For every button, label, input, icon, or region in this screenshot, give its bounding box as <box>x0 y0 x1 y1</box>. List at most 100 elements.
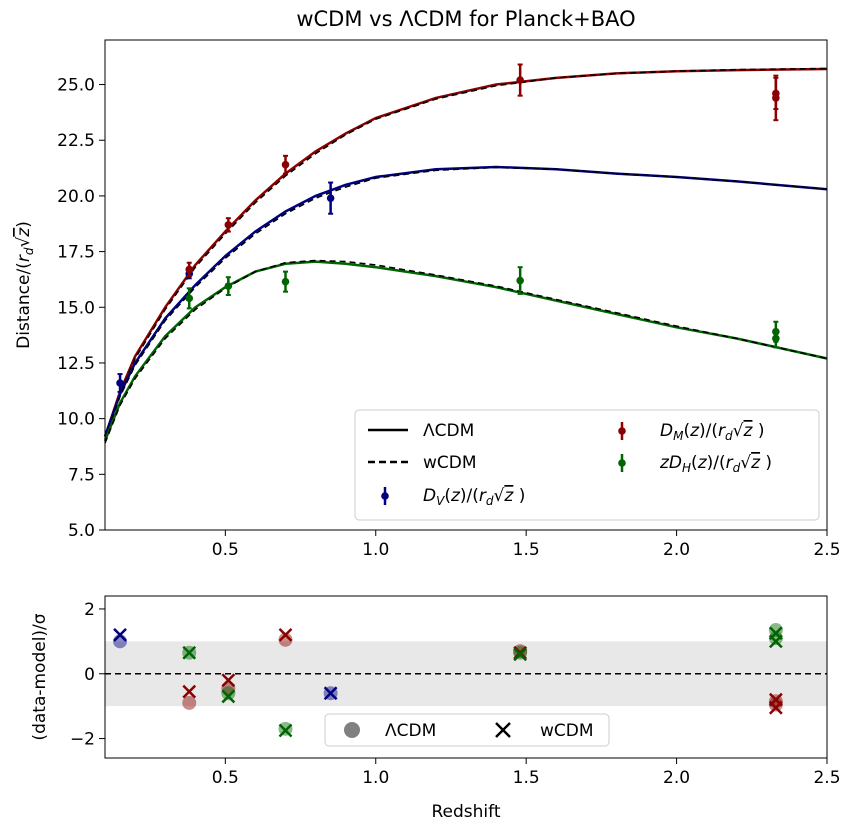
wcdm-residual-cross <box>278 627 293 642</box>
bottom-axes-frame <box>104 595 828 759</box>
dh-lcdm-curve <box>103 260 828 442</box>
wcdm-cross-stroke <box>182 645 197 660</box>
top-x-tick-label: 2.5 <box>813 540 840 560</box>
lcdm-residual-point <box>768 631 783 646</box>
wcdm-residual-cross <box>768 634 783 649</box>
wcdm-cross-stroke <box>323 686 338 701</box>
lcdm-residual-point <box>768 697 783 712</box>
legend-dh-marker <box>618 454 626 472</box>
wcdm-cross-stroke <box>221 673 236 688</box>
legend-dm-marker <box>618 422 626 440</box>
wcdm-cross-stroke <box>278 627 293 642</box>
wcdm-cross-stroke <box>768 700 783 715</box>
dh-wcdm-curve <box>104 259 828 444</box>
bottom-y-axis-label: (data-model)/σ <box>30 613 50 740</box>
y-label-text: Distance/( <box>14 262 34 349</box>
lcdm-residual-point <box>182 695 197 710</box>
dm-legend-dot <box>618 427 626 435</box>
legend-dm-label: DM(z)/(rd√z ) <box>660 421 764 443</box>
dv-wcdm-curve <box>104 166 828 439</box>
dh-legend-dot <box>618 459 626 467</box>
dh-data-point <box>185 294 194 303</box>
legend-dv-label: DV(z)/(rd√z ) <box>423 486 525 508</box>
top-x-ticks: 0.5 1.0 1.5 2.0 2.5 <box>212 530 841 560</box>
dm-data-point <box>516 76 524 84</box>
dm-data-point <box>772 94 780 102</box>
top-x-tick-label: 2.0 <box>663 540 690 560</box>
top-y-tick-label: 12.5 <box>57 354 95 374</box>
bottom-x-tick-label: 1.0 <box>362 768 389 788</box>
residual-band <box>105 641 827 707</box>
top-y-tick-label: 10.0 <box>57 410 95 430</box>
y-label-subscript: d <box>22 247 36 255</box>
top-y-axis-label: Distance/(rd√z) <box>14 221 36 349</box>
bottom-y-tick-label: 2 <box>84 600 95 620</box>
top-legend-box <box>354 409 820 521</box>
wcdm-residual-cross <box>182 684 197 699</box>
bottom-legend-wcdm-label: wCDM <box>540 721 594 741</box>
top-x-tick-label: 1.0 <box>362 540 389 560</box>
y-label-sqrt: √ <box>14 237 34 248</box>
dv-legend-dot <box>381 492 389 500</box>
wcdm-cross-stroke <box>182 684 197 699</box>
y-label-z: z <box>14 227 34 238</box>
top-axes-frame <box>104 39 828 531</box>
top-y-tick-label: 15.0 <box>57 298 95 318</box>
y-label-r: r <box>14 254 34 262</box>
dh-data-point <box>772 334 780 343</box>
legend-lcdm-dot <box>344 722 360 738</box>
bottom-x-tick-label: 2.0 <box>663 768 690 788</box>
legend-dh-label: zDH(z)/(rd√z ) <box>659 453 772 475</box>
dv-data-point <box>116 379 124 387</box>
wcdm-residual-cross <box>768 700 783 715</box>
top-y-tick-label: 17.5 <box>57 243 95 263</box>
bottom-x-tick-label: 2.5 <box>813 768 840 788</box>
dh-data-point <box>281 277 290 286</box>
dm-data-point <box>224 221 233 229</box>
bottom-x-tick-label: 1.5 <box>513 768 540 788</box>
legend-lcdm-label: ΛCDM <box>423 421 474 441</box>
wcdm-cross-stroke <box>221 689 236 704</box>
lcdm-residual-point <box>221 686 236 701</box>
wcdm-cross-stroke <box>113 627 127 642</box>
lcdm-residual-point <box>768 623 783 638</box>
top-model-curves <box>103 67 828 444</box>
bottom-y-tick-label: 0 <box>84 665 95 685</box>
dm-wcdm-curve <box>104 67 828 439</box>
wcdm-residual-cross <box>323 686 338 701</box>
wcdm-cross-stroke <box>768 634 783 649</box>
legend-wcdm-label: wCDM <box>423 453 477 473</box>
chart-title: wCDM vs ΛCDM for Planck+BAO <box>296 7 635 31</box>
wcdm-residual-cross <box>182 645 197 660</box>
wcdm-residual-cross <box>278 723 293 738</box>
y-label-close: ) <box>14 221 34 228</box>
top-y-tick-label: 20.0 <box>57 187 95 207</box>
dv-data-point <box>326 194 335 202</box>
wcdm-residual-cross <box>513 647 528 662</box>
top-x-tick-label: 1.5 <box>513 540 540 560</box>
bottom-x-ticks: 0.5 1.0 1.5 2.0 2.5 <box>212 758 841 788</box>
bottom-legend-lcdm-label: ΛCDM <box>385 721 436 741</box>
wcdm-residual-cross <box>221 689 236 704</box>
bottom-y-ticks: −2 0 2 <box>70 600 105 750</box>
lcdm-residual-point <box>278 632 293 647</box>
top-y-tick-label: 5.0 <box>68 521 95 541</box>
dh-data-point <box>516 276 524 285</box>
dm-data-point <box>185 265 194 274</box>
dh-data-point <box>224 282 233 290</box>
legend-wcdm-cross <box>495 722 511 738</box>
top-y-tick-label: 7.5 <box>68 465 95 485</box>
dm-lcdm-curve <box>103 67 828 437</box>
top-y-tick-label: 22.5 <box>57 131 95 151</box>
dv-lcdm-curve <box>103 165 828 437</box>
top-data-points <box>116 63 780 393</box>
top-y-ticks: 5.0 7.5 10.0 12.5 15.0 17.5 20.0 22.5 25.0 <box>57 76 105 541</box>
wcdm-cross-stroke <box>513 647 528 662</box>
bottom-legend-box <box>324 713 610 747</box>
legend-dv-marker <box>381 487 389 505</box>
top-y-tick-label: 25.0 <box>57 76 95 96</box>
x-axis-label: Redshift <box>431 802 500 822</box>
wcdm-residual-cross <box>221 673 236 688</box>
top-x-tick-label: 0.5 <box>212 540 239 560</box>
